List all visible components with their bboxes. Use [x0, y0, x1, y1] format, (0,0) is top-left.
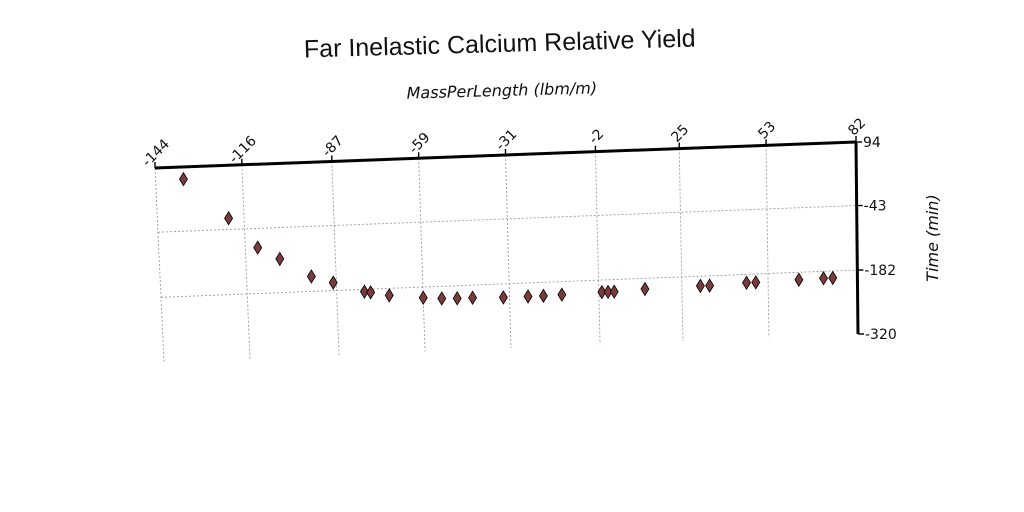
grid-lines: [154, 141, 859, 363]
x-grid-line: [765, 145, 770, 338]
chart-title: Far Inelastic Calcium Relative Yield: [304, 25, 696, 64]
x-grid-line: [595, 151, 601, 345]
data-points: [178, 171, 838, 306]
x-grid-line: [154, 167, 165, 363]
data-point: [452, 291, 462, 306]
data-point: [640, 281, 650, 297]
data-point: [751, 275, 761, 290]
data-point: [828, 270, 838, 286]
data-point: [306, 269, 316, 284]
data-point: [418, 290, 428, 306]
y-tick-label: -182: [864, 263, 896, 279]
data-point: [328, 275, 338, 290]
x-tick-label: 25: [668, 122, 692, 146]
data-point: [705, 278, 715, 293]
data-point: [538, 288, 548, 304]
x-tick-label: 53: [755, 119, 779, 143]
data-point: [384, 288, 394, 303]
data-point: [498, 290, 508, 305]
data-point: [224, 210, 234, 226]
x-grid-line: [678, 148, 684, 342]
x-grid-line: [505, 154, 512, 349]
y-ticks: 94 -43 -182 -320: [856, 135, 897, 343]
data-point: [603, 284, 613, 300]
x-tick-label: -87: [319, 133, 346, 160]
data-point: [597, 284, 607, 300]
data-point: [794, 272, 804, 287]
data-point: [275, 251, 285, 267]
data-point: [253, 240, 263, 255]
data-point: [695, 278, 705, 294]
x-ticks: -144 -116 -87 -59 -31 -2 25 53 82: [139, 115, 869, 170]
y-tick-label: -320: [865, 327, 897, 343]
x-tick-label: -31: [493, 126, 520, 153]
data-point: [819, 271, 828, 286]
data-point: [437, 291, 447, 306]
y-grid-line: [160, 269, 858, 298]
data-point: [178, 171, 188, 187]
x-grid-line: [331, 161, 340, 355]
data-point: [557, 287, 567, 302]
x-tick-label: -144: [139, 136, 173, 170]
x-tick-label: -59: [406, 130, 433, 157]
x-grid-line: [241, 164, 251, 359]
y-axis-label: Time (min): [923, 194, 942, 281]
data-point: [609, 284, 619, 299]
y-axis-line: [854, 141, 860, 335]
data-point: [366, 285, 376, 300]
data-point: [468, 290, 478, 305]
x-axis-label: MassPerLength (lbm/m): [406, 78, 597, 102]
data-point: [523, 289, 533, 304]
y-tick-label: 94: [863, 135, 881, 151]
x-tick-label: -2: [586, 126, 607, 147]
y-grid-line: [157, 205, 857, 233]
data-point: [359, 284, 369, 299]
data-point: [742, 275, 752, 290]
x-tick-label: -116: [226, 133, 260, 167]
x-grid-line: [418, 158, 426, 352]
y-tick-label: -43: [864, 199, 887, 215]
